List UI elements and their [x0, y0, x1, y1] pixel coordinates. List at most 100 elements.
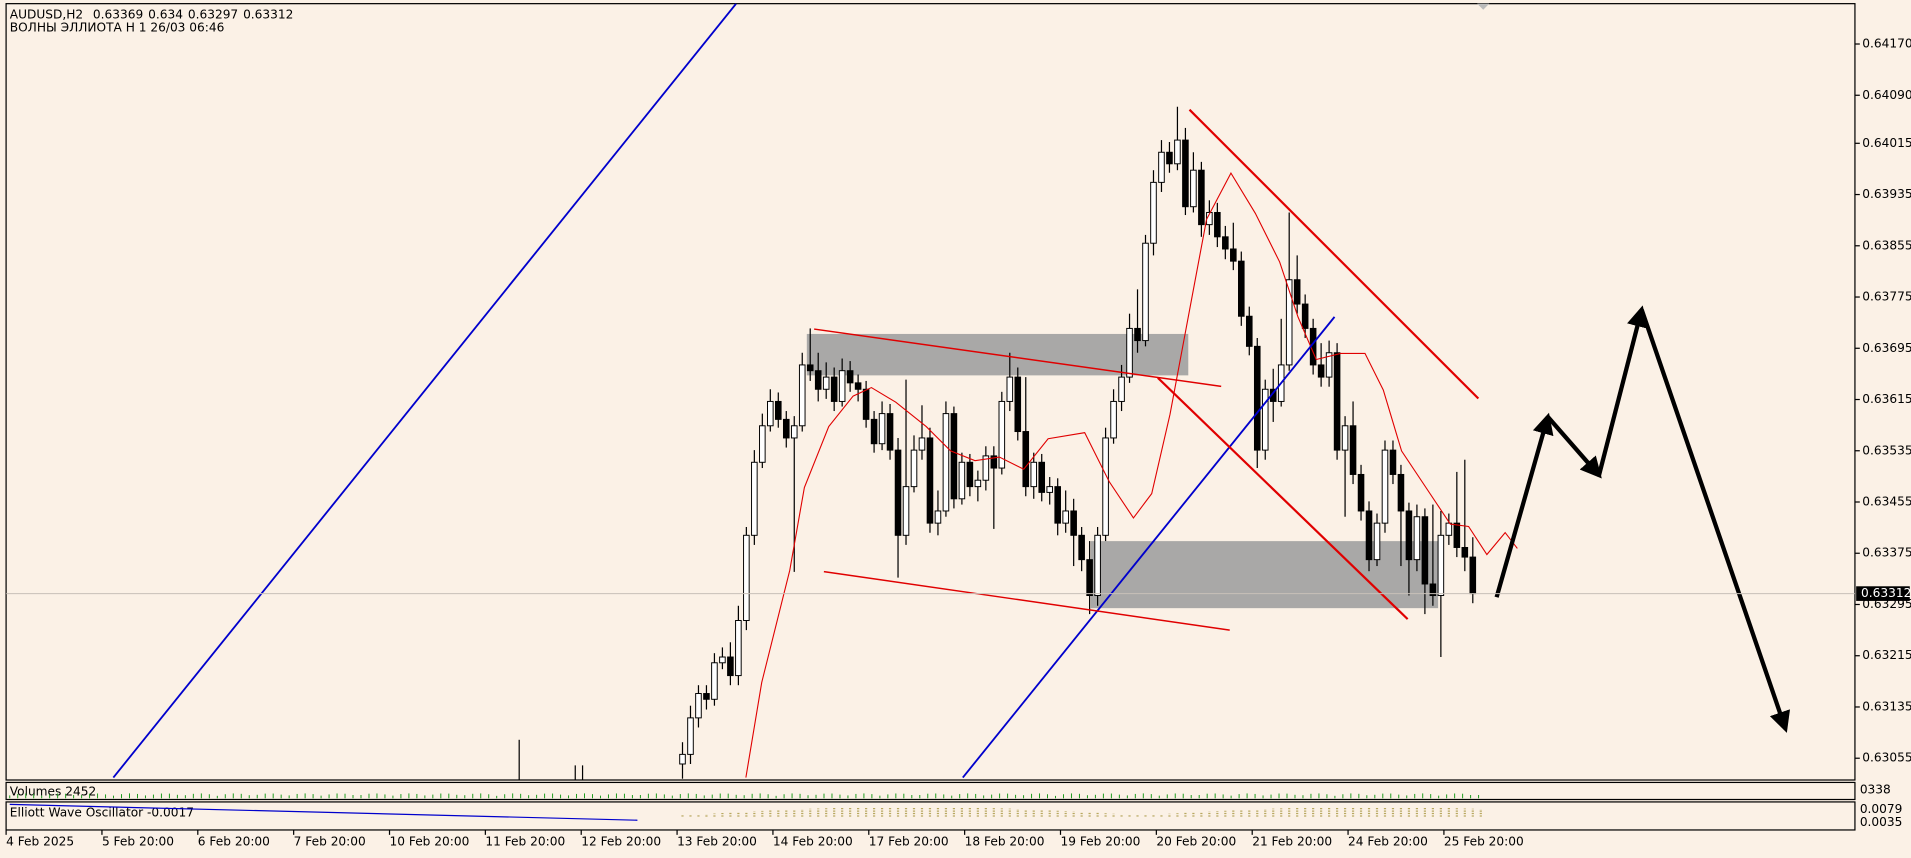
candle-body — [1397, 473, 1405, 512]
candle-body — [1022, 431, 1030, 488]
panel-tick-label: 0.0035 — [1860, 815, 1903, 829]
candle-body — [751, 461, 758, 536]
trend-line — [1188, 108, 1480, 400]
candle-body — [1126, 327, 1133, 378]
panel-tick-label: 0338 — [1860, 782, 1891, 796]
candle-body — [703, 693, 710, 700]
y-tick-label: 0.63695 — [1862, 341, 1911, 355]
candle-body — [798, 364, 806, 427]
candle-body — [1110, 400, 1117, 439]
scroll-marker — [1477, 3, 1490, 10]
chart-header: AUDUSD,H2 0.63369 0.634 0.63297 0.63312 — [10, 7, 294, 21]
candle-body — [862, 388, 870, 420]
last-low: 0.63297 — [188, 7, 238, 21]
candle-body — [1373, 522, 1381, 561]
candle-body — [1317, 364, 1325, 378]
candle-body — [846, 370, 854, 384]
candle-body — [934, 510, 942, 524]
price-label: 0.63312 — [1861, 586, 1911, 600]
x-tick-label: 25 Feb 20:00 — [1444, 835, 1524, 849]
candle-body — [966, 461, 974, 488]
candle-body — [1469, 556, 1477, 595]
forecast-arrow — [1596, 305, 1648, 476]
x-tick-label: 5 Feb 20:00 — [102, 835, 174, 849]
candle-body — [759, 425, 766, 463]
y-tick-label: 0.63535 — [1862, 443, 1911, 457]
candle-body — [1389, 449, 1397, 475]
candle-body — [1238, 260, 1245, 317]
candle-body — [711, 662, 718, 700]
candle-body — [958, 461, 966, 500]
candle-body — [926, 437, 934, 524]
candle-body — [1054, 486, 1061, 524]
trend-line — [112, 3, 737, 779]
candle-body — [1158, 151, 1165, 183]
y-tick-label: 0.63775 — [1862, 290, 1911, 304]
candle-body — [1198, 169, 1205, 226]
candle-body — [1102, 437, 1109, 536]
trend-line — [814, 328, 1222, 388]
panel-label: Volumes 2452 — [10, 785, 96, 799]
candle-body — [1357, 473, 1365, 512]
candle-body — [990, 455, 998, 469]
candle-body — [1261, 388, 1269, 451]
candle-body — [1038, 461, 1046, 493]
y-tick-label: 0.63615 — [1862, 392, 1911, 406]
candle-body — [886, 413, 894, 451]
last-close: 0.63312 — [243, 7, 293, 21]
candle-body — [902, 486, 910, 536]
x-tick-label: 12 Feb 20:00 — [581, 835, 661, 849]
oscillator-line — [9, 803, 638, 821]
candle-body — [687, 717, 694, 755]
candle-body — [1086, 559, 1093, 597]
candle-body — [1094, 534, 1101, 597]
volume-panel — [5, 781, 1856, 801]
candle-body — [982, 455, 990, 481]
candle-body — [1429, 583, 1437, 597]
x-tick-label: 7 Feb 20:00 — [294, 835, 366, 849]
panel-tick-label: 0.0079 — [1860, 802, 1903, 816]
candle-body — [1349, 425, 1357, 475]
candle-body — [719, 656, 726, 664]
candle-body — [1365, 510, 1373, 561]
y-tick-label: 0.64170 — [1862, 37, 1911, 51]
candle-body — [974, 479, 982, 488]
x-tick-label: 17 Feb 20:00 — [869, 835, 949, 849]
candle-body — [767, 400, 774, 427]
symbol: AUDUSD,H2 — [10, 7, 83, 21]
candle-body — [743, 534, 750, 621]
candle-body — [1381, 449, 1389, 524]
candle-body — [830, 376, 838, 402]
candle-body — [1421, 516, 1429, 585]
x-tick-label: 20 Feb 20:00 — [1156, 835, 1236, 849]
candle-body — [790, 425, 798, 439]
x-tick-label: 24 Feb 20:00 — [1348, 835, 1428, 849]
panel-label: Elliott Wave Oscillator -0.0017 — [10, 805, 194, 819]
candle-body — [1245, 315, 1253, 347]
candle-body — [1166, 151, 1173, 165]
candle-body — [1030, 461, 1038, 488]
candle-body — [910, 449, 918, 488]
candle-body — [695, 693, 702, 719]
price-badge — [1856, 586, 1910, 601]
candle-body — [1301, 303, 1309, 329]
y-tick-label: 0.64090 — [1862, 88, 1911, 102]
candle-body — [950, 413, 958, 500]
candle-body — [1046, 486, 1053, 493]
trend-line — [962, 316, 1336, 779]
y-tick-label: 0.63455 — [1862, 495, 1911, 509]
candle-body — [1014, 376, 1022, 433]
candle-body — [1285, 279, 1293, 366]
candle-body — [727, 656, 734, 677]
candle-body — [1445, 522, 1453, 536]
candle-body — [1453, 522, 1461, 548]
x-tick-label: 6 Feb 20:00 — [198, 835, 270, 849]
candle-body — [1062, 510, 1069, 524]
x-tick-label: 19 Feb 20:00 — [1060, 835, 1140, 849]
candle-body — [1190, 169, 1197, 208]
plot-area — [6, 3, 1855, 780]
candle-body — [870, 418, 878, 445]
candle-body — [1214, 211, 1221, 238]
candle-body — [838, 370, 846, 402]
candle-body — [1341, 425, 1349, 451]
